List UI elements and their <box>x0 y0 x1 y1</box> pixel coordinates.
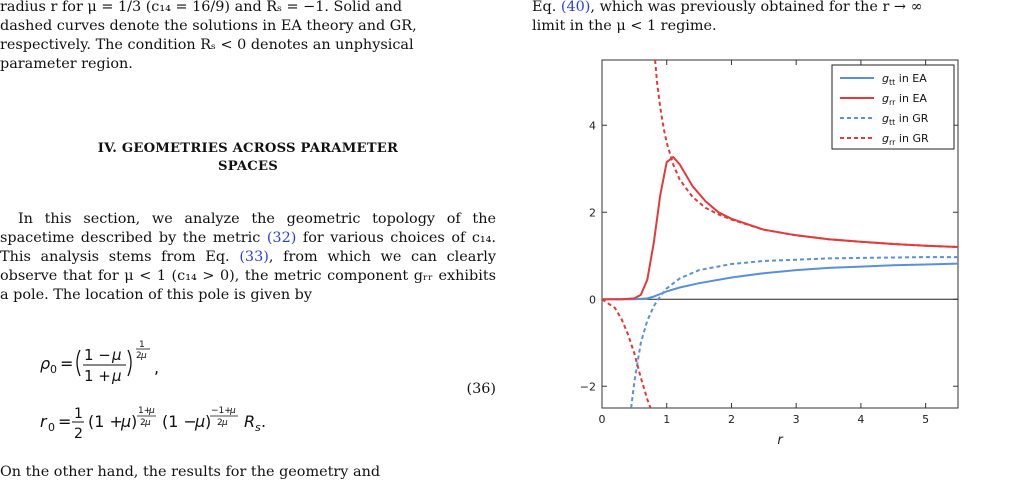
text-span: choices of c₁₄. This analysis stems from… <box>0 230 496 265</box>
svg-text:1: 1 <box>139 340 145 350</box>
svg-text:μ: μ <box>148 406 155 416</box>
series-line-4 <box>654 60 958 248</box>
svg-text:2: 2 <box>217 418 223 428</box>
svg-text:R: R <box>244 412 255 431</box>
legend-entry: gtt in GR <box>882 112 929 127</box>
equation-number: (36) <box>466 381 496 397</box>
figure-caption: radius r for μ = 1/3 (c₁₄ = 16/9) and Rₛ… <box>0 0 496 74</box>
svg-text:,: , <box>154 358 159 377</box>
text-span: , from <box>268 249 318 265</box>
series-line-3 <box>602 298 652 408</box>
series-line-1 <box>602 156 958 301</box>
x-tick-label: 4 <box>857 413 864 426</box>
svg-text:μ: μ <box>111 346 122 364</box>
series-line-2 <box>630 256 958 408</box>
section-heading: IV. GEOMETRIES ACROSS PARAMETER SPACES <box>0 140 496 176</box>
caption-line: respectively. The condition Rₛ < 0 denot… <box>0 37 414 53</box>
y-tick-label: 0 <box>589 293 596 306</box>
plot-frame <box>601 59 959 409</box>
metric-components-chart: 0 1 2 3 4 5 −2 0 2 4 r gtt in EA grr in EA gtt in GR… <box>580 59 959 448</box>
y-tick-label: 4 <box>589 119 596 132</box>
svg-text:1 +: 1 + <box>84 367 111 385</box>
text-span: , which was previously obtained for the … <box>590 0 923 15</box>
svg-text:=: = <box>60 354 73 373</box>
right-column-text: Eq. (40), which was previously obtained … <box>532 0 1028 36</box>
svg-text:μ: μ <box>229 406 236 416</box>
svg-text:μ: μ <box>120 412 131 431</box>
legend-entry: gtt in EA <box>882 72 927 87</box>
svg-text:): ) <box>131 412 137 431</box>
equation-ref-link[interactable]: (40) <box>560 0 591 15</box>
caption-line: radius r for μ = 1/3 (c₁₄ = 16/9) and Rₛ… <box>0 0 403 15</box>
svg-text:μ: μ <box>144 418 151 428</box>
x-tick-label: 0 <box>599 413 606 426</box>
series-line-0 <box>602 262 958 301</box>
text-span: which we can clearly observe that for μ … <box>0 249 496 284</box>
truncated-text-line: On the other hand, the results for the g… <box>0 464 381 480</box>
svg-text:2: 2 <box>140 418 146 428</box>
svg-text:0: 0 <box>48 421 55 434</box>
text-span: of this pole is given by <box>148 287 313 303</box>
caption-line: parameter region. <box>0 56 133 72</box>
left-column: radius r for μ = 1/3 (c₁₄ = 16/9) and Rₛ… <box>0 0 496 480</box>
svg-text:μ: μ <box>140 351 147 361</box>
right-column: Eq. (40), which was previously obtained … <box>532 0 1028 477</box>
caption-line: dashed curves denote the solutions in EA… <box>0 18 417 34</box>
section-heading-line: IV. GEOMETRIES ACROSS PARAMETER <box>97 141 399 156</box>
svg-text:=: = <box>58 412 71 431</box>
text-span: the spacetime described by the metric <box>0 211 496 246</box>
svg-text:ρ: ρ <box>40 354 50 373</box>
svg-text:s: s <box>255 421 261 434</box>
equation-ref-link[interactable]: (32) <box>266 230 297 246</box>
svg-text:μ: μ <box>221 418 228 428</box>
svg-text:1 −: 1 − <box>84 346 111 364</box>
text-span: Eq. <box>532 0 561 15</box>
equation-ref-link[interactable]: (33) <box>239 249 269 265</box>
body-paragraph: In this section, we analyze the geometri… <box>0 210 496 305</box>
svg-text:.: . <box>261 412 266 431</box>
svg-text:μ: μ <box>194 412 205 431</box>
x-tick-label: 2 <box>728 413 735 426</box>
legend-entry: grr in GR <box>882 132 929 147</box>
svg-text:(1 +: (1 + <box>88 412 123 431</box>
svg-text:1: 1 <box>74 406 83 422</box>
section-heading-line: SPACES <box>218 159 278 174</box>
svg-text:r: r <box>40 412 48 431</box>
x-tick-label: 5 <box>922 413 929 426</box>
text-span: for various <box>296 230 384 246</box>
text-span: In this section, we analyze the geometri… <box>18 211 461 227</box>
equation-36: ρ 0 = 1 − μ 1 + μ 1 2 μ , r 0 = 1 <box>0 330 496 450</box>
x-tick-label: 1 <box>663 413 670 426</box>
legend-entry: grr in EA <box>882 92 927 107</box>
equation-graphic: ρ 0 = 1 − μ 1 + μ 1 2 μ , r 0 = 1 <box>40 340 266 442</box>
text-span: the metric component gᵣᵣ exhibits a pole… <box>0 268 496 303</box>
text-line: limit in the μ < 1 regime. <box>532 18 717 34</box>
y-tick-label: 2 <box>589 206 596 219</box>
svg-text:): ) <box>205 412 211 431</box>
svg-text:2: 2 <box>74 426 83 442</box>
svg-text:−1+: −1+ <box>211 406 232 416</box>
x-axis-label: r <box>777 433 784 448</box>
svg-text:1+: 1+ <box>138 406 151 416</box>
svg-text:μ: μ <box>111 367 122 385</box>
svg-text:(1 −: (1 − <box>162 412 197 431</box>
svg-text:0: 0 <box>50 363 57 376</box>
svg-text:2: 2 <box>136 351 142 361</box>
y-tick-label: −2 <box>580 380 596 393</box>
x-tick-label: 3 <box>793 413 800 426</box>
